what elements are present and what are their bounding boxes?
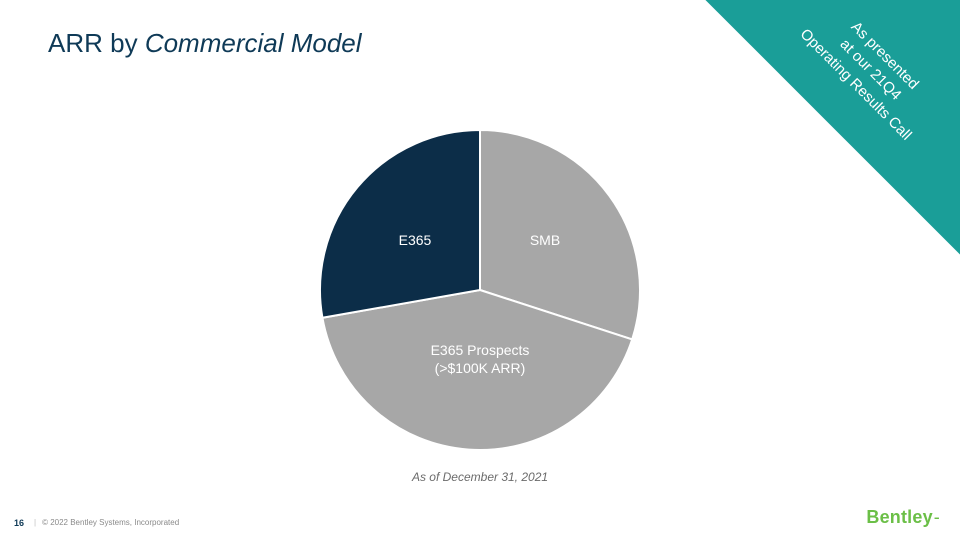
logo-text: Bentley — [866, 507, 932, 527]
ribbon-line1: As presented — [792, 0, 960, 148]
ribbon-bg — [705, 0, 960, 255]
copyright: © 2022 Bentley Systems, Incorporated — [34, 518, 179, 527]
footer: 16 © 2022 Bentley Systems, Incorporated … — [0, 508, 960, 528]
bentley-logo: Bentley- — [866, 507, 940, 528]
ribbon-text: As presented at our 21Q4 Operating Resul… — [764, 0, 960, 177]
page-number: 16 — [14, 518, 24, 528]
corner-ribbon: As presented at our 21Q4 Operating Resul… — [700, 0, 960, 260]
pie-slice-label: E365 — [399, 232, 432, 248]
title-prefix: ARR by — [48, 28, 145, 58]
ribbon-line2: at our 21Q4 — [778, 0, 960, 162]
title-italic: Commercial Model — [145, 28, 362, 58]
pie-slice — [320, 130, 480, 318]
slide-title: ARR by Commercial Model — [48, 28, 362, 59]
ribbon-line3: Operating Results Call — [764, 0, 948, 177]
pie-slice-label: SMB — [530, 232, 560, 248]
slide: ARR by Commercial Model As presented at … — [0, 0, 960, 540]
pie-svg: SMBE365 Prospects(>$100K ARR)E365 — [320, 130, 640, 450]
logo-dash: - — [934, 507, 940, 527]
footnote: As of December 31, 2021 — [412, 470, 548, 484]
pie-chart: SMBE365 Prospects(>$100K ARR)E365 — [320, 130, 640, 450]
